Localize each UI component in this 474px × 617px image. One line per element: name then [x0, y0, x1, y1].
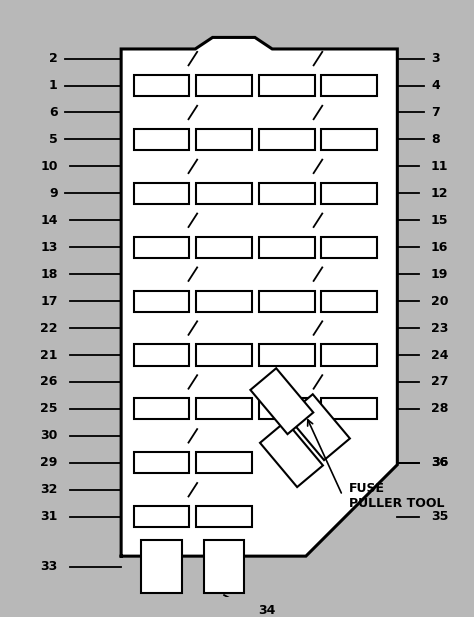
Text: 35: 35 — [431, 510, 448, 523]
Text: 14: 14 — [40, 213, 58, 227]
Bar — [259, 291, 315, 312]
Text: 16: 16 — [431, 241, 448, 254]
Bar — [196, 344, 252, 366]
Text: 6: 6 — [49, 106, 58, 119]
Text: 25: 25 — [40, 402, 58, 415]
Bar — [259, 75, 315, 96]
Text: 20: 20 — [431, 294, 448, 308]
Text: 3: 3 — [431, 52, 440, 65]
Bar — [134, 291, 190, 312]
Bar — [196, 506, 252, 528]
Text: 18: 18 — [40, 268, 58, 281]
Bar — [321, 183, 377, 204]
Text: 13: 13 — [40, 241, 58, 254]
Text: 8: 8 — [431, 133, 440, 146]
Text: 22: 22 — [40, 321, 58, 334]
Bar — [134, 399, 190, 420]
Bar — [134, 129, 190, 150]
Bar — [259, 183, 315, 204]
Text: 7: 7 — [431, 106, 440, 119]
Text: 15: 15 — [431, 213, 448, 227]
Bar — [321, 291, 377, 312]
Text: 23: 23 — [431, 321, 448, 334]
Bar — [321, 129, 377, 150]
Text: 29: 29 — [40, 457, 58, 470]
Bar — [134, 237, 190, 258]
Bar — [259, 399, 315, 420]
Bar — [196, 237, 252, 258]
Bar — [321, 344, 377, 366]
Text: 21: 21 — [40, 349, 58, 362]
Text: 11: 11 — [431, 160, 448, 173]
Bar — [134, 506, 190, 528]
Bar — [259, 129, 315, 150]
Text: 12: 12 — [431, 187, 448, 200]
Bar — [321, 399, 377, 420]
Text: 31: 31 — [40, 510, 58, 523]
Bar — [196, 399, 252, 420]
Bar — [134, 344, 190, 366]
Text: 24: 24 — [431, 349, 448, 362]
Bar — [204, 540, 244, 593]
Bar — [196, 291, 252, 312]
Polygon shape — [287, 394, 350, 460]
Bar — [141, 540, 182, 593]
Text: 33: 33 — [40, 560, 58, 573]
Bar — [196, 75, 252, 96]
Bar — [134, 75, 190, 96]
Text: 17: 17 — [40, 294, 58, 308]
Bar — [134, 452, 190, 473]
Text: 4: 4 — [431, 79, 440, 92]
Bar — [196, 183, 252, 204]
Bar — [196, 452, 252, 473]
Bar — [321, 237, 377, 258]
Polygon shape — [260, 421, 323, 487]
Text: 10: 10 — [40, 160, 58, 173]
Text: 19: 19 — [431, 268, 448, 281]
Text: 30: 30 — [40, 429, 58, 442]
Polygon shape — [121, 38, 397, 556]
Text: 5: 5 — [49, 133, 58, 146]
Bar — [321, 75, 377, 96]
Text: 34: 34 — [258, 604, 275, 617]
Text: FUSE
PULLER TOOL: FUSE PULLER TOOL — [349, 481, 445, 510]
Text: 36: 36 — [431, 457, 448, 470]
Text: 32: 32 — [40, 483, 58, 496]
Text: 9: 9 — [49, 187, 58, 200]
Bar — [259, 237, 315, 258]
Polygon shape — [250, 368, 313, 434]
Text: 1: 1 — [49, 79, 58, 92]
Bar — [196, 129, 252, 150]
Text: 27: 27 — [431, 376, 448, 389]
Text: 26: 26 — [40, 376, 58, 389]
Bar — [259, 344, 315, 366]
Text: 2: 2 — [49, 52, 58, 65]
Text: 28: 28 — [431, 402, 448, 415]
Bar — [134, 183, 190, 204]
Text: 36: 36 — [431, 457, 448, 470]
